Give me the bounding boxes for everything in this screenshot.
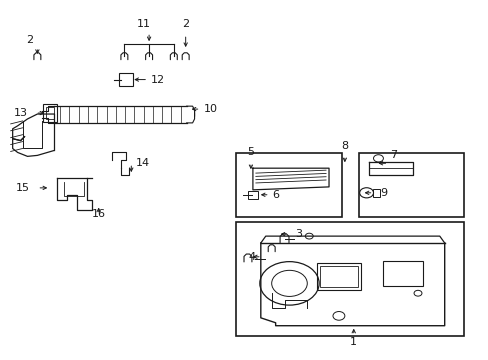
Text: 15: 15 xyxy=(16,183,29,193)
Text: 12: 12 xyxy=(151,75,165,85)
Text: 16: 16 xyxy=(91,210,105,220)
Text: 14: 14 xyxy=(136,158,150,168)
Bar xyxy=(383,261,422,286)
Bar xyxy=(247,191,257,199)
Bar xyxy=(320,266,357,287)
Bar xyxy=(43,104,57,122)
Bar xyxy=(46,107,54,119)
Text: 9: 9 xyxy=(379,188,386,198)
Bar xyxy=(316,263,361,290)
Text: 7: 7 xyxy=(389,150,396,161)
Text: 11: 11 xyxy=(137,19,151,30)
Bar xyxy=(236,153,341,217)
Text: 3: 3 xyxy=(294,229,301,239)
Text: 1: 1 xyxy=(349,337,357,347)
Text: 5: 5 xyxy=(247,148,254,157)
Text: 6: 6 xyxy=(272,190,279,200)
Bar xyxy=(358,153,464,217)
Bar xyxy=(236,222,464,336)
Text: 8: 8 xyxy=(341,140,347,150)
Text: 2: 2 xyxy=(26,35,33,45)
Text: 13: 13 xyxy=(14,108,27,118)
Bar xyxy=(119,73,133,86)
Text: 2: 2 xyxy=(182,19,189,30)
Text: 10: 10 xyxy=(203,104,217,114)
Text: 4: 4 xyxy=(248,252,255,262)
Bar xyxy=(372,189,380,197)
